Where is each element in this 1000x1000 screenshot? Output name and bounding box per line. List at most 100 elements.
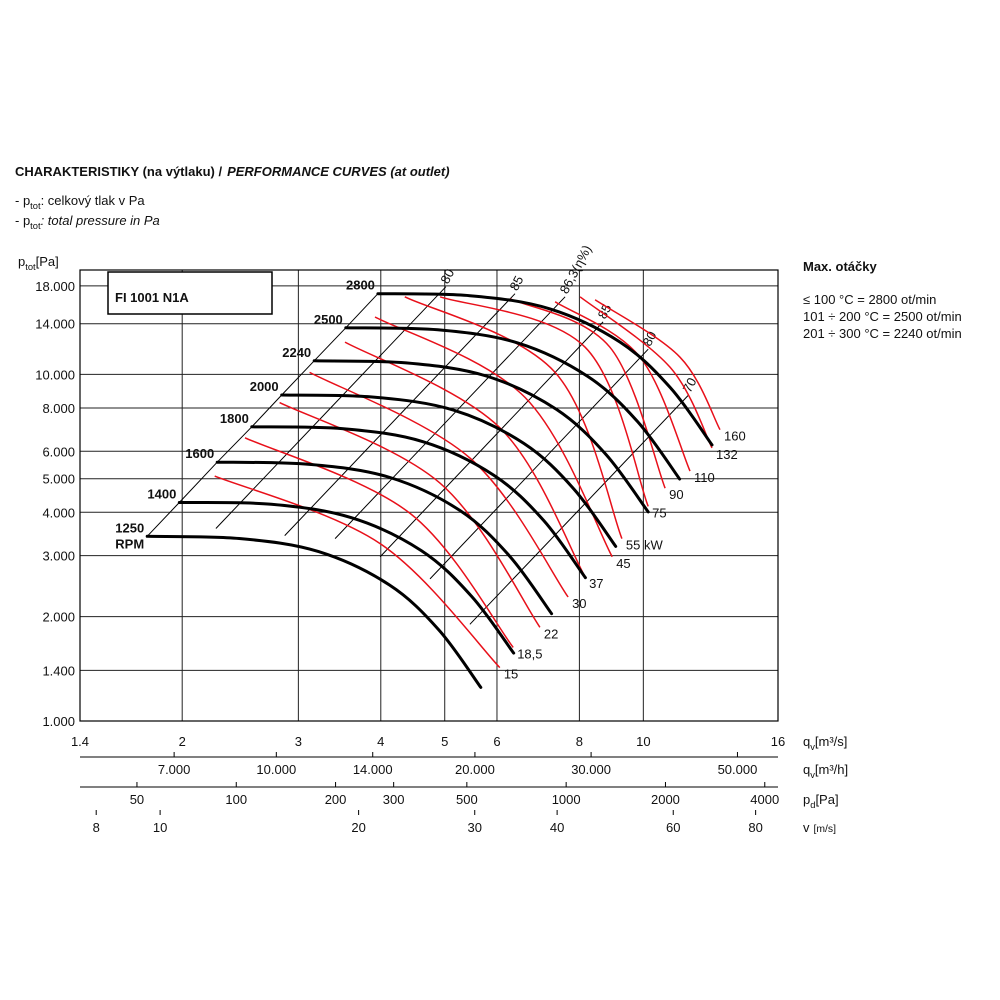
power-curve	[244, 437, 514, 648]
x-tick-label: 10	[636, 734, 650, 749]
efficiency-line	[334, 296, 566, 539]
secondary-tick-label: 50	[130, 792, 144, 807]
x-axis-label: qv[m³/s]	[803, 734, 847, 752]
x-axis-label-rest: [m³/s]	[815, 734, 848, 749]
max-speed-line: 201 ÷ 300 °C = 2240 ot/min	[803, 326, 962, 341]
power-label: 37	[589, 576, 603, 591]
rpm-label: 1800	[220, 411, 249, 426]
y-tick-label: 2.000	[42, 610, 75, 625]
power-curve	[509, 298, 666, 489]
max-speed-line: ≤ 100 °C = 2800 ot/min	[803, 292, 936, 307]
secondary-axis-label-rest: [Pa]	[815, 792, 838, 807]
y-tick-label: 4.000	[42, 505, 75, 520]
secondary-tick-label: 80	[748, 820, 762, 835]
y-tick-label: 3.000	[42, 549, 75, 564]
rpm-curve	[280, 393, 618, 548]
x-tick-label: 2	[179, 734, 186, 749]
secondary-axis-label-sub: d	[810, 800, 815, 810]
note-sub: tot	[30, 201, 41, 211]
note-main: - p	[15, 213, 30, 228]
y-tick-label: 1.000	[42, 714, 75, 729]
secondary-tick-label: 100	[225, 792, 247, 807]
rpm-unit: RPM	[115, 536, 144, 551]
power-label: 22	[544, 626, 558, 641]
efficiency-line	[379, 321, 604, 558]
secondary-tick-label: 500	[456, 792, 478, 807]
secondary-axis-label-main: p	[803, 792, 810, 807]
power-curve	[309, 371, 569, 598]
power-label: 110	[694, 470, 715, 485]
secondary-tick-label: 20.000	[455, 762, 495, 777]
power-label: 55 kW	[626, 538, 664, 553]
note-main: - p	[15, 193, 30, 208]
y-axis-label-main: p	[18, 254, 25, 269]
secondary-axis-label-rest: [m³/h]	[815, 762, 848, 777]
power-label: 160	[724, 429, 746, 444]
secondary-axis-label-rest: [m/s]	[814, 824, 837, 835]
x-tick-label: 8	[576, 734, 583, 749]
power-curve	[279, 401, 541, 628]
secondary-axis-label-sub: v	[810, 770, 815, 780]
rpm-curve	[145, 534, 483, 689]
secondary-tick-label: 30.000	[571, 762, 611, 777]
model-name: FI 1001 N1A	[115, 290, 189, 305]
power-label: 15	[504, 667, 518, 682]
rpm-label: 2500	[314, 312, 343, 327]
secondary-tick-label: 200	[325, 792, 347, 807]
rpm-curve	[215, 460, 554, 616]
secondary-tick-label: 7.000	[158, 762, 191, 777]
note: - ptot: celkový tlak v Pa	[15, 193, 145, 211]
rpm-curve	[312, 359, 650, 514]
title-en: PERFORMANCE CURVES (at outlet)	[227, 164, 449, 179]
y-tick-label: 8.000	[42, 401, 75, 416]
x-axis-label-sub: v	[810, 742, 815, 752]
x-tick-label: 6	[493, 734, 500, 749]
efficiency-label: 85	[506, 273, 526, 293]
power-label: 30	[572, 596, 586, 611]
power-curve	[579, 296, 713, 449]
y-tick-label: 6.000	[42, 444, 75, 459]
efficiency-label: 70	[679, 375, 699, 395]
efficiency-line	[469, 395, 689, 625]
plot-frame	[79, 269, 779, 722]
secondary-axis-label-main: v	[803, 820, 810, 835]
power-curve	[439, 296, 649, 507]
power-curve	[214, 475, 501, 669]
secondary-tick-label: 10.000	[256, 762, 296, 777]
title-cz: CHARAKTERISTIKY (na výtlaku) /	[15, 164, 222, 179]
model-box	[107, 271, 273, 315]
secondary-tick-label: 60	[666, 820, 680, 835]
secondary-tick-label: 8	[93, 820, 100, 835]
secondary-tick-label: 10	[153, 820, 167, 835]
secondary-tick-label: 300	[383, 792, 405, 807]
x-tick-label: 3	[295, 734, 302, 749]
x-tick-label: 5	[441, 734, 448, 749]
power-curve	[594, 299, 721, 431]
x-tick-label: 16	[771, 734, 785, 749]
secondary-tick-label: 14.000	[353, 762, 393, 777]
note-sub: tot	[30, 221, 41, 231]
rpm-label: 2800	[346, 278, 375, 293]
power-label: 75	[652, 505, 666, 520]
power-label: 45	[616, 556, 630, 571]
secondary-axis-label: qv[m³/h]	[803, 762, 848, 780]
note: - ptot: total pressure in Pa	[15, 213, 160, 231]
secondary-tick-label: 20	[351, 820, 365, 835]
note-rest: : total pressure in Pa	[41, 213, 160, 228]
secondary-tick-label: 2000	[651, 792, 680, 807]
rpm-label: 2000	[250, 379, 279, 394]
secondary-tick-label: 30	[467, 820, 481, 835]
rpm-label: 2240	[282, 345, 311, 360]
rpm-curve	[376, 292, 714, 447]
y-tick-label: 10.000	[35, 367, 75, 382]
secondary-tick-label: 4000	[750, 792, 779, 807]
y-axis-label-rest: [Pa]	[36, 254, 59, 269]
secondary-tick-label: 40	[550, 820, 564, 835]
x-axis-label-main: q	[803, 734, 810, 749]
power-label: 18,5	[517, 646, 542, 661]
efficiency-line	[215, 286, 447, 529]
secondary-tick-label: 50.000	[718, 762, 758, 777]
y-axis-label: ptot[Pa]	[18, 254, 59, 272]
y-tick-label: 1.400	[42, 663, 75, 678]
